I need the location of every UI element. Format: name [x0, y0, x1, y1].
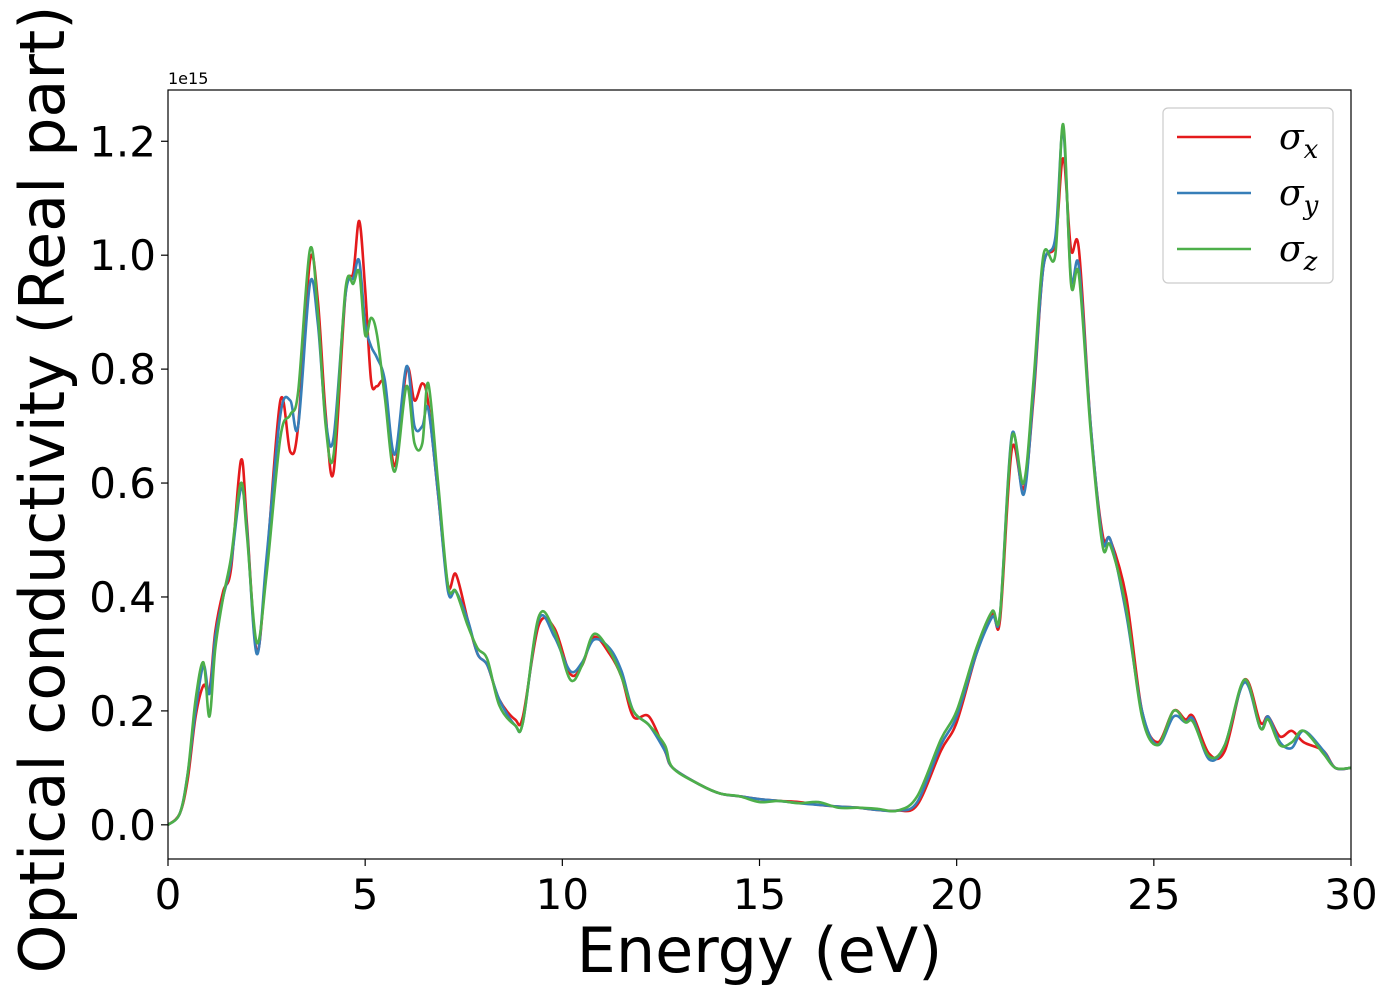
y-tick-label: 0.8 [89, 345, 156, 394]
x-tick-label: 5 [352, 870, 379, 919]
y-axis-label: Optical conductivity (Real part) [6, 6, 79, 974]
y-offset-label: 1e15 [168, 69, 208, 88]
x-tick-label: 10 [536, 870, 589, 919]
series-layer [168, 122, 1351, 827]
y-tick-label: 0.6 [89, 459, 156, 508]
legend-box [1162, 107, 1334, 284]
series-line-z [168, 122, 1351, 827]
x-axis: 0 5 10 15 20 25 30 [155, 859, 1378, 919]
x-tick-label: 30 [1324, 870, 1377, 919]
legend-label-y: σy [1279, 173, 1319, 221]
x-axis-label: Energy (eV) [577, 914, 943, 987]
y-tick-label: 1.0 [89, 231, 156, 280]
x-tick-label: 25 [1127, 870, 1180, 919]
y-tick-label: 0.4 [89, 573, 156, 622]
y-tick-label: 1.2 [89, 117, 156, 166]
x-tick-label: 15 [733, 870, 786, 919]
legend-label-x: σx [1279, 117, 1319, 165]
x-tick-label: 0 [155, 870, 182, 919]
y-tick-label: 0.2 [89, 687, 156, 736]
y-axis: 0.0 0.2 0.4 0.6 0.8 1.0 1.2 [89, 117, 168, 850]
y-tick-label: 0.0 [89, 801, 156, 850]
legend: σx σy σz [1162, 107, 1334, 284]
legend-label-z: σz [1279, 229, 1318, 277]
x-tick-label: 20 [930, 870, 983, 919]
